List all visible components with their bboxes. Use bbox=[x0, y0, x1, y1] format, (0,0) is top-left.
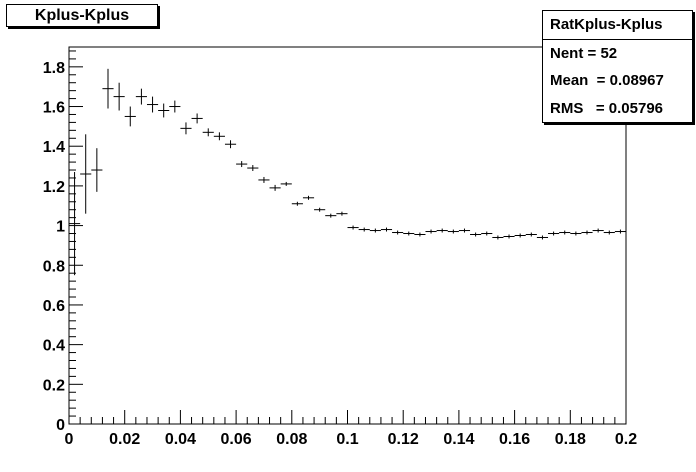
data-point bbox=[146, 96, 159, 113]
stats-rms-value: 0.05796 bbox=[608, 99, 664, 117]
data-point bbox=[369, 228, 381, 233]
stats-rms-label: RMS bbox=[550, 99, 584, 117]
data-point bbox=[425, 229, 437, 234]
y-tick-label: 0.4 bbox=[43, 338, 65, 355]
data-point bbox=[548, 231, 560, 236]
stats-entries-label: Nent bbox=[550, 44, 584, 62]
stats-entries-eq: = bbox=[583, 44, 601, 62]
data-point bbox=[414, 232, 426, 237]
data-point bbox=[213, 132, 225, 141]
data-point bbox=[536, 235, 549, 240]
stats-mean: Mean = 0.08967 bbox=[543, 67, 692, 95]
x-tick-label: 0.1 bbox=[336, 431, 358, 448]
data-point bbox=[269, 184, 281, 191]
data-point bbox=[302, 195, 315, 200]
histogram-title: Kplus-Kplus bbox=[6, 4, 158, 27]
data-point bbox=[80, 134, 92, 214]
x-tick-label: 0.18 bbox=[555, 431, 586, 448]
data-point bbox=[325, 213, 337, 218]
data-point bbox=[169, 100, 181, 113]
data-point bbox=[224, 140, 237, 149]
data-point bbox=[102, 68, 114, 109]
data-points bbox=[69, 68, 626, 276]
stats-mean-eq: = bbox=[588, 72, 610, 89]
y-tick-label: 0.8 bbox=[43, 258, 65, 275]
data-point bbox=[280, 181, 292, 186]
x-tick-label: 0 bbox=[65, 431, 74, 448]
y-tick-label: 1.2 bbox=[43, 179, 65, 196]
x-tick-label: 0.16 bbox=[499, 431, 530, 448]
data-point bbox=[503, 234, 515, 239]
data-point bbox=[247, 165, 259, 172]
x-tick-label: 0.12 bbox=[388, 431, 419, 448]
data-point bbox=[392, 230, 404, 235]
stats-entries-value: 52 bbox=[600, 44, 618, 62]
data-point bbox=[69, 172, 81, 276]
stats-name: RatKplus-Kplus bbox=[543, 11, 692, 40]
data-point bbox=[91, 148, 103, 192]
x-tick-label: 0.2 bbox=[615, 431, 637, 448]
data-point bbox=[458, 228, 471, 233]
data-point bbox=[470, 232, 482, 237]
data-point bbox=[403, 231, 415, 236]
data-point bbox=[514, 233, 526, 238]
data-point bbox=[559, 230, 571, 235]
data-point bbox=[447, 229, 459, 234]
y-tick-label: 0.6 bbox=[43, 298, 65, 315]
y-tick-label: 1 bbox=[56, 219, 65, 236]
y-tick-label: 1.4 bbox=[43, 139, 65, 156]
stats-box: RatKplus-Kplus Nent = 52 Mean = 0.08967 … bbox=[542, 10, 693, 123]
x-tick-label: 0.06 bbox=[221, 431, 252, 448]
stats-mean-value: 0.08967 bbox=[609, 72, 664, 89]
data-point bbox=[492, 235, 504, 240]
data-point bbox=[358, 227, 370, 232]
data-point bbox=[180, 122, 192, 135]
y-tick-label: 1.6 bbox=[43, 100, 65, 117]
data-point bbox=[258, 176, 270, 183]
data-point bbox=[481, 231, 493, 236]
x-tick-label: 0.14 bbox=[443, 431, 474, 448]
data-point bbox=[436, 228, 448, 233]
y-tick-label: 0.2 bbox=[43, 377, 65, 394]
y-tick-label: 1.8 bbox=[43, 60, 65, 77]
data-point bbox=[135, 88, 147, 105]
data-point bbox=[124, 106, 136, 127]
y-tick-label: 0 bbox=[56, 417, 65, 434]
x-tick-label: 0.08 bbox=[276, 431, 307, 448]
data-point bbox=[581, 230, 593, 235]
data-point bbox=[603, 230, 615, 235]
x-tick-label: 0.02 bbox=[109, 431, 140, 448]
data-point bbox=[380, 227, 393, 232]
stats-rms: RMS = 0.05796 bbox=[543, 95, 692, 123]
stats-mean-label: Mean bbox=[550, 72, 589, 89]
data-point bbox=[525, 232, 537, 237]
data-point bbox=[336, 211, 348, 216]
data-point bbox=[202, 128, 214, 137]
x-axis: 0 0.02 0.04 0.06 0.08 0.1 0.12 0.14 0.16 0.18 0.2 bbox=[65, 410, 637, 448]
data-point bbox=[592, 228, 604, 233]
data-point bbox=[614, 229, 626, 234]
data-point bbox=[158, 103, 170, 118]
stats-entries: Nent = 52 bbox=[543, 40, 692, 68]
data-point bbox=[291, 201, 303, 206]
stats-rms-eq: = bbox=[583, 99, 609, 117]
y-axis: 0 0.2 0.4 0.6 0.8 1 1.2 1.4 1.6 1.8 bbox=[43, 50, 83, 434]
x-tick-label: 0.04 bbox=[165, 431, 196, 448]
data-point bbox=[191, 113, 203, 124]
data-point bbox=[347, 225, 359, 230]
data-point bbox=[570, 231, 582, 236]
data-point bbox=[113, 82, 125, 111]
data-point bbox=[314, 207, 326, 212]
data-point bbox=[236, 161, 248, 168]
